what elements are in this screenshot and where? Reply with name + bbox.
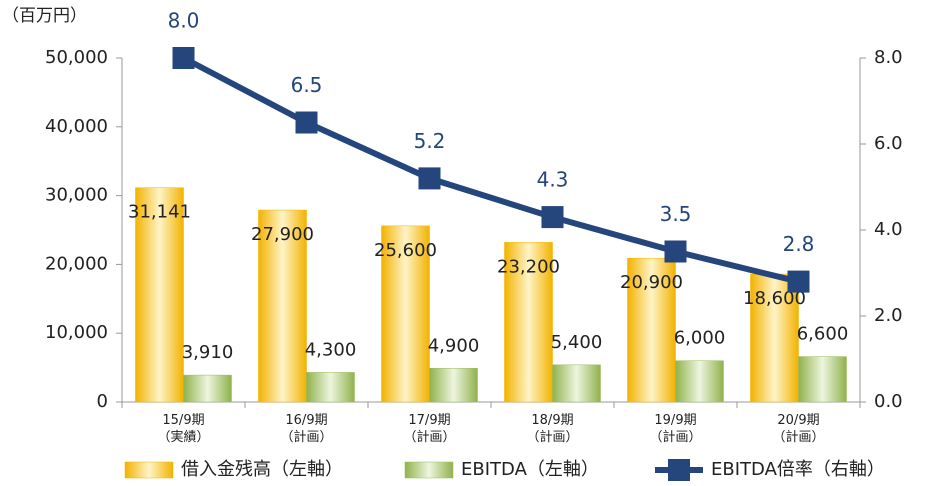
y2-tick-label: 0.0 <box>874 391 903 412</box>
bar <box>306 372 355 403</box>
y-tick-label: 0 <box>97 391 108 412</box>
y-tick-label: 10,000 <box>45 322 108 343</box>
legend-swatch <box>404 461 454 479</box>
bar <box>627 257 676 403</box>
y-tick-label: 30,000 <box>45 185 108 206</box>
y-tick-label: 50,000 <box>45 47 108 68</box>
data-label: 6.5 <box>291 73 323 97</box>
x-tick-label-line: 15/9期 <box>162 413 204 428</box>
bar <box>381 225 430 403</box>
x-tick-label-line: （計画） <box>649 429 701 445</box>
data-label: 4,900 <box>428 335 480 356</box>
x-tick-label-line: 20/9期 <box>777 413 819 428</box>
data-label: 3,910 <box>182 342 234 363</box>
bar <box>552 364 601 403</box>
x-tick-label-line: （実績） <box>157 429 209 445</box>
data-label: 25,600 <box>374 240 437 261</box>
data-label: 2.8 <box>783 232 815 256</box>
legend-label: EBITDA（左軸） <box>461 459 599 480</box>
data-label: 23,200 <box>497 256 560 277</box>
legend-label: 借入金残高（左軸） <box>181 459 343 480</box>
x-tick-label-line: 18/9期 <box>531 413 573 428</box>
x-tick-label-line: （計画） <box>526 429 578 445</box>
bar <box>504 242 553 403</box>
y-tick-label: 20,000 <box>45 253 108 274</box>
line-marker <box>295 111 318 134</box>
data-label: 20,900 <box>620 272 683 293</box>
data-label: 27,900 <box>251 224 314 245</box>
line-marker <box>172 47 195 69</box>
data-label: 31,141 <box>128 202 191 223</box>
data-label: 6,600 <box>797 324 849 345</box>
x-tick-label-line: （計画） <box>772 429 824 445</box>
y2-tick-label: 2.0 <box>874 305 903 326</box>
bar <box>675 360 724 403</box>
x-tick-label-line: 17/9期 <box>408 413 450 428</box>
line-marker <box>664 240 687 263</box>
legend-swatch-marker <box>668 459 690 481</box>
x-tick-label-line: （計画） <box>403 429 455 445</box>
line-marker <box>418 167 441 190</box>
x-tick-label: 18/9期（計画） <box>526 413 578 445</box>
line <box>182 55 800 285</box>
y-axis-unit: （百万円） <box>2 6 87 26</box>
data-label: 18,600 <box>743 288 806 309</box>
data-label: 5,400 <box>551 332 603 353</box>
bar <box>750 273 799 403</box>
x-tick-label: 15/9期（実績） <box>157 413 209 445</box>
data-label: 6,000 <box>674 328 726 349</box>
x-tick-label-line: 19/9期 <box>654 413 696 428</box>
x-tick-label: 17/9期（計画） <box>403 413 455 445</box>
bar <box>183 374 232 403</box>
data-label: 8.0 <box>168 9 200 33</box>
data-label: 5.2 <box>414 129 446 153</box>
bar <box>135 187 184 403</box>
x-tick-label-line: 16/9期 <box>285 413 327 428</box>
y2-tick-label: 8.0 <box>874 47 903 68</box>
bar <box>258 209 307 403</box>
data-label: 4,300 <box>305 339 357 360</box>
legend-label: EBITDA倍率（右軸） <box>711 459 885 480</box>
x-tick-label: 20/9期（計画） <box>772 413 824 445</box>
bar <box>798 356 847 403</box>
y2-tick-label: 6.0 <box>874 133 903 154</box>
line-marker <box>541 206 564 229</box>
legend-swatch <box>124 461 174 479</box>
x-tick-label-line: （計画） <box>280 429 332 445</box>
line-marker <box>787 270 810 293</box>
data-label: 4.3 <box>537 168 569 192</box>
data-label: 3.5 <box>660 202 692 226</box>
y-tick-label: 40,000 <box>45 116 108 137</box>
x-tick-label: 19/9期（計画） <box>649 413 701 445</box>
x-tick-label: 16/9期（計画） <box>280 413 332 445</box>
bar <box>429 368 478 403</box>
y2-tick-label: 4.0 <box>874 219 903 240</box>
